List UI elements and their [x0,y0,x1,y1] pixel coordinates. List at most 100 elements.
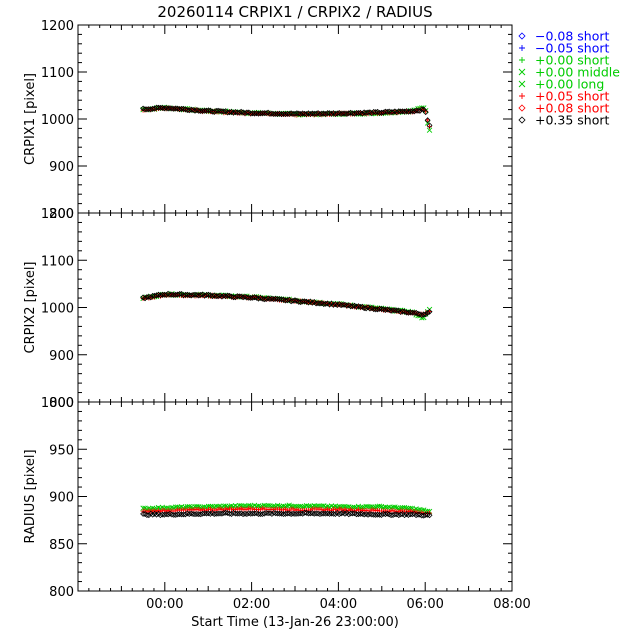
legend-label: −0.05 short [535,41,610,56]
data-point [365,109,371,116]
data-point [197,291,204,298]
data-point [163,104,170,111]
data-point [349,303,356,310]
data-point [205,291,212,298]
data-point [309,299,316,306]
data-point [267,110,273,117]
legend-item: +0.00 long [518,77,604,92]
y-axis-title: CRPIX1 [pixel] [23,73,38,165]
data-point [391,511,398,518]
data-point [292,297,298,304]
data-point [168,511,175,518]
data-point [301,298,308,305]
data-point [384,108,391,115]
legend-item: −0.08 short [518,29,610,44]
data-point [424,309,431,316]
data-point [384,306,391,313]
data-point [407,309,414,316]
data-point [276,296,283,303]
legend-item: −0.05 short [519,41,610,56]
legend-marker [518,68,526,76]
data-point [426,512,433,519]
data-point [338,510,345,517]
data-point [220,108,227,115]
data-point [215,510,222,517]
legend-label: +0.00 short [535,53,610,68]
data-point [274,111,281,117]
data-point [218,108,225,115]
data-point [259,110,266,117]
data-point [397,511,404,518]
data-point [215,293,222,300]
data-point [274,296,281,302]
data-point [326,301,333,308]
legend-label: +0.08 short [535,101,610,116]
data-point [165,511,172,518]
data-point [209,293,216,300]
legend-label: −0.08 short [535,29,610,44]
data-point [190,511,197,517]
data-point [401,108,408,115]
data-point [328,510,335,517]
legend-marker [519,57,525,63]
panel-frame [77,401,513,592]
data-point [234,293,241,300]
data-point [324,510,331,517]
x-tick-label: 06:00 [406,597,443,612]
data-point [240,294,247,301]
data-point [370,306,377,313]
y-tick-label: 1000 [41,396,74,411]
data-point [286,510,293,517]
data-point [422,311,429,318]
data-point [259,295,266,302]
x-tick-label: 08:00 [493,597,530,612]
data-point [249,294,256,301]
data-point [265,510,272,517]
y-tick-label: 850 [49,538,74,553]
data-point [270,111,277,117]
data-point [284,297,291,304]
data-point [305,299,312,306]
data-point [278,111,285,118]
data-point [167,291,173,298]
panels: 800 900 1000 1100 1200 CRPIX1 [pixel] 800 900 10… [23,19,531,612]
data-point [413,107,420,114]
data-point [290,297,297,304]
data-point [153,104,160,111]
data-point [228,293,235,300]
data-point [217,108,223,114]
y-tick-label: 1000 [41,113,74,128]
data-point [224,510,231,517]
data-point [159,104,166,111]
data-point [247,110,254,117]
data-point [382,511,389,518]
data-point [188,106,195,113]
y-tick-label: 950 [49,443,74,458]
data-point [236,293,243,300]
data-point [334,110,341,117]
data-point [370,108,377,115]
data-point [201,510,208,517]
data-point [424,511,431,518]
data-point [180,105,187,112]
data-point [280,110,287,117]
x-axis-title: Start Time (13-Jan-26 23:00:00) [191,615,399,630]
data-point [276,510,283,517]
data-point [278,510,285,517]
data-point [232,510,239,517]
legend-label: +0.00 middle [535,65,620,80]
series [140,104,433,129]
data-point [328,110,335,117]
data-point [270,509,277,516]
data-point [215,107,222,114]
data-point [272,510,279,517]
data-point [245,294,252,301]
data-point [366,305,373,312]
data-point [263,110,270,117]
y-tick-label: 900 [49,349,74,364]
data-point [236,510,243,517]
data-point [188,510,195,517]
data-point [272,295,279,302]
data-point [168,105,175,112]
data-point [313,110,320,117]
